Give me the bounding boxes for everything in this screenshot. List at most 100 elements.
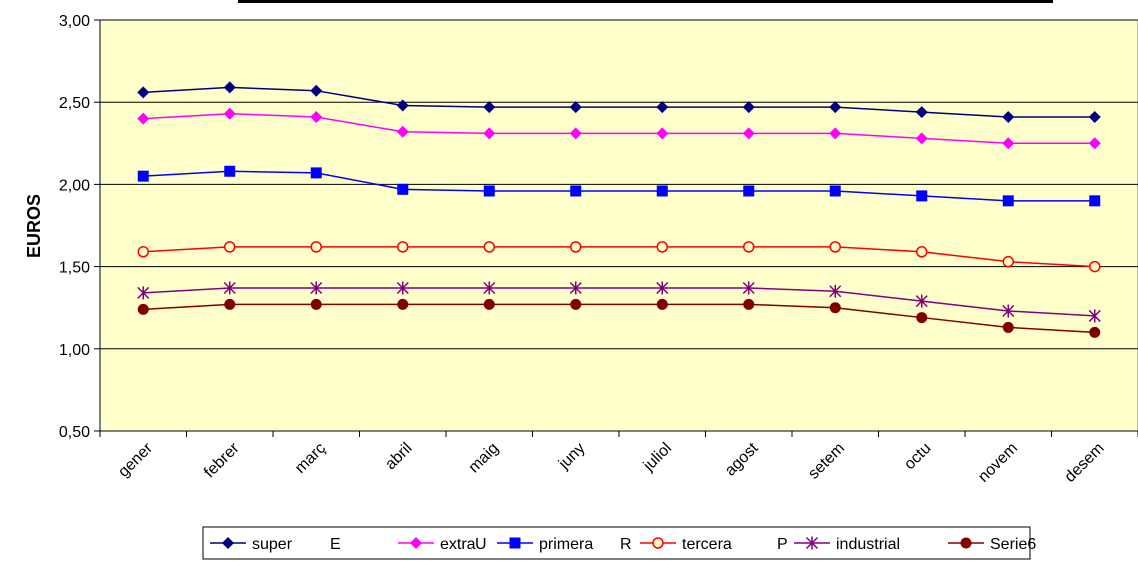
data-point <box>483 127 496 140</box>
legend-label: primera <box>539 536 593 553</box>
data-point <box>310 110 323 123</box>
series-line <box>143 170 1095 202</box>
data-point <box>742 281 755 295</box>
data-point <box>829 127 842 140</box>
data-point <box>396 99 409 112</box>
data-point <box>743 298 755 310</box>
legend-item-industrial: industrial <box>794 536 900 553</box>
data-point <box>569 281 582 295</box>
series-industrial <box>137 281 1101 323</box>
data-point <box>1002 137 1015 150</box>
legend-label: tercera <box>682 536 732 553</box>
data-point <box>397 241 409 253</box>
data-point <box>483 101 496 114</box>
data-point <box>916 312 928 324</box>
axes <box>99 20 1138 437</box>
gridlines <box>94 19 1138 432</box>
x-tick-label: juny <box>555 440 588 473</box>
data-point <box>137 246 149 258</box>
data-point <box>1002 110 1015 123</box>
data-point <box>396 281 409 295</box>
x-tick-label: febrer <box>201 439 243 481</box>
y-tick-label: 3,00 <box>59 13 90 30</box>
legend-marker <box>960 537 972 549</box>
data-point <box>310 84 323 97</box>
plot-area <box>99 19 1138 432</box>
data-point <box>310 281 323 295</box>
data-point <box>829 284 842 298</box>
y-tick-label: 0,50 <box>59 424 90 441</box>
y-tick-labels: 0,50 1,00 1,50 2,00 2,50 3,00 <box>59 13 90 441</box>
data-point <box>569 127 582 140</box>
data-point <box>397 183 409 195</box>
series-extra <box>137 107 1101 150</box>
data-point <box>310 167 322 179</box>
x-tick-label: octu <box>901 440 934 473</box>
legend-item-primera: primera <box>497 536 593 553</box>
data-point <box>1088 309 1101 323</box>
data-point <box>1088 110 1101 123</box>
data-point <box>1002 304 1015 318</box>
data-point <box>569 101 582 114</box>
y-axis-title: EUROS <box>24 194 44 258</box>
data-point <box>829 185 841 197</box>
data-point <box>742 101 755 114</box>
legend-marker <box>805 536 819 550</box>
data-point <box>570 298 582 310</box>
legend: super extra primera tercera industrial Serie6… <box>202 526 1036 560</box>
data-point <box>1002 195 1014 207</box>
legend-extra-letter: P <box>777 536 788 553</box>
data-point <box>137 303 149 315</box>
series-line <box>143 303 1095 334</box>
legend-label: super <box>252 536 293 553</box>
data-point <box>483 281 496 295</box>
data-point <box>916 190 928 202</box>
x-tick-label: març <box>292 440 329 477</box>
x-tick-label: maig <box>466 440 503 477</box>
data-point <box>1002 255 1014 268</box>
legend-extra-letter: E <box>330 536 341 553</box>
data-point <box>224 165 236 177</box>
legend-marker <box>509 537 521 549</box>
legend-box <box>202 526 1031 560</box>
legend-label: industrial <box>836 536 900 553</box>
data-point <box>483 185 495 197</box>
y-tick-label: 2,00 <box>59 177 90 194</box>
x-tick-label: juliol <box>640 440 675 475</box>
data-point <box>656 101 669 114</box>
series-serie6 <box>137 298 1101 338</box>
legend-item-serie6: Serie6 <box>948 536 1036 553</box>
data-point <box>915 106 928 119</box>
data-point <box>916 246 928 258</box>
data-point <box>656 241 668 253</box>
x-tick-labels: gener febrer març abril maig juny juliol agost s… <box>115 439 1107 485</box>
x-tick-label: novem <box>975 440 1021 486</box>
x-tick-label: agost <box>722 439 762 479</box>
data-point <box>224 298 236 310</box>
data-point <box>223 281 236 295</box>
data-point <box>915 294 928 308</box>
data-point <box>742 127 755 140</box>
series-line <box>143 112 1095 145</box>
x-tick-label: gener <box>115 439 156 480</box>
y-tick-label: 1,50 <box>59 260 90 277</box>
data-point <box>915 132 928 145</box>
data-point <box>397 298 409 310</box>
series-super <box>137 81 1101 123</box>
legend-label: extra <box>440 536 476 553</box>
legend-marker <box>222 537 234 549</box>
data-point <box>656 185 668 197</box>
data-point <box>656 298 668 310</box>
x-tick-label: setem <box>805 440 848 483</box>
data-point <box>310 241 322 253</box>
data-point <box>1088 137 1101 150</box>
data-point <box>137 86 150 99</box>
data-point <box>483 241 495 253</box>
series-layer <box>137 81 1101 338</box>
data-point <box>137 112 150 125</box>
series-line <box>143 86 1095 118</box>
data-point <box>570 185 582 197</box>
data-point <box>829 241 841 253</box>
data-point <box>829 101 842 114</box>
